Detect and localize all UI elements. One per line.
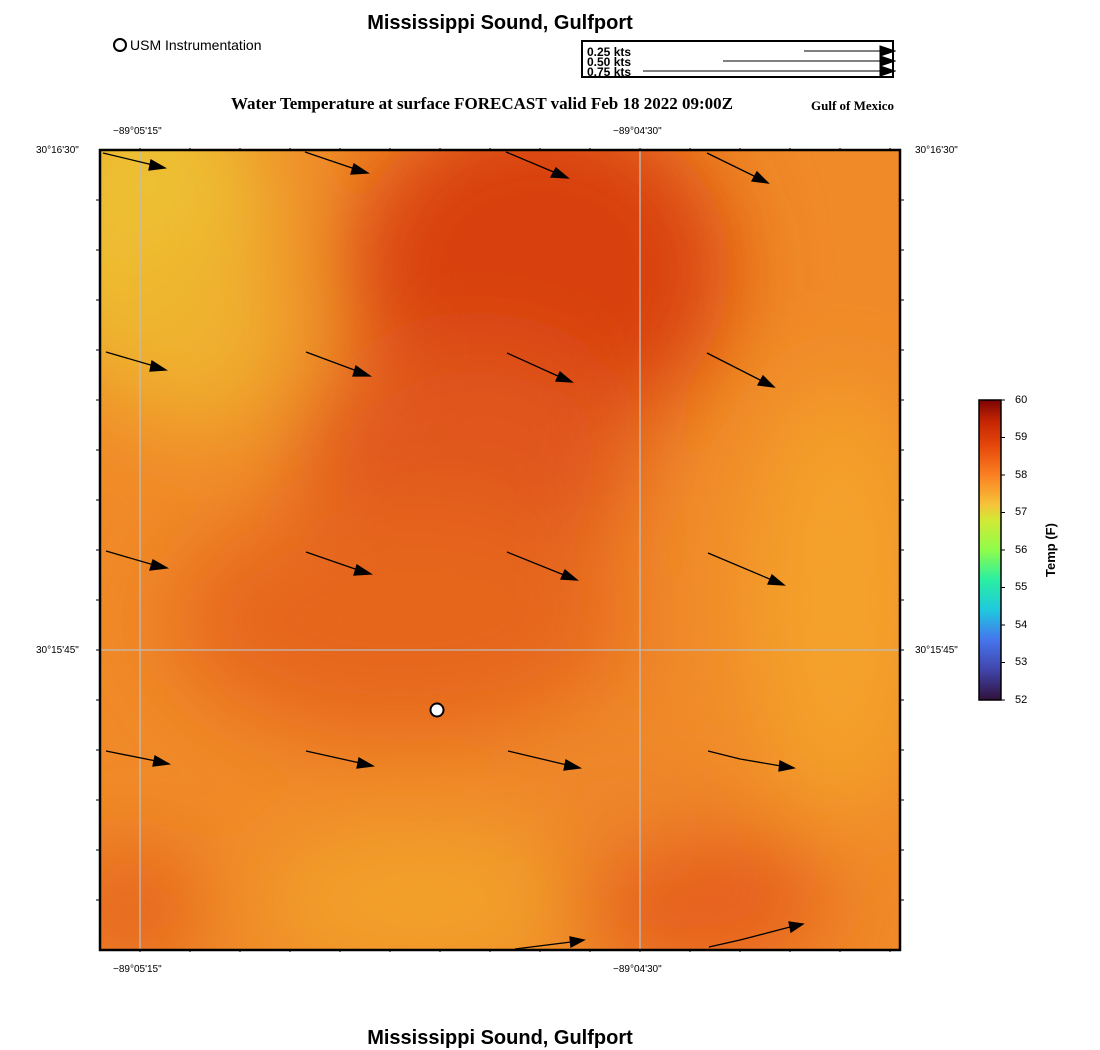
colorbar-gradient — [978, 399, 1002, 701]
arrowhead-icon — [549, 166, 570, 179]
colorbar-tick-label: 56 — [1015, 544, 1028, 556]
current-arrow-icon — [305, 551, 359, 571]
region-label: Gulf of Mexico — [811, 98, 895, 113]
colorbar-tick-label: 52 — [1015, 694, 1028, 706]
arrowhead-icon — [569, 936, 586, 949]
legend-arrowhead-icon — [879, 65, 896, 77]
temperature-field — [100, 150, 900, 950]
arrowhead-icon — [149, 359, 169, 372]
graticule — [100, 150, 900, 950]
lon-tick-label-bottom: −89°05'15" — [113, 964, 162, 975]
current-vectors — [102, 151, 805, 950]
lon-tick-label-top: −89°04'30" — [613, 126, 662, 137]
current-arrow-icon — [507, 750, 568, 766]
colorbar-tick-label: 60 — [1015, 394, 1028, 406]
current-arrow-icon — [708, 926, 791, 948]
colorbar — [978, 399, 1005, 701]
arrowhead-icon — [756, 374, 776, 388]
footer-title: Mississippi Sound, Gulfport — [367, 1027, 633, 1049]
station-legend: USM Instrumentation — [113, 37, 262, 53]
current-arrow-icon — [105, 750, 157, 762]
colorbar-tick-label: 53 — [1015, 656, 1028, 668]
vector-legend-label: 0.25 kts — [587, 45, 632, 59]
colorbar-tick-label: 55 — [1015, 581, 1028, 593]
arrowhead-icon — [555, 370, 574, 383]
current-arrow-icon — [514, 941, 572, 950]
station-marker-icon — [113, 38, 127, 52]
current-arrow-icon — [707, 750, 782, 767]
arrowhead-icon — [750, 170, 770, 184]
arrowhead-icon — [560, 568, 579, 581]
current-arrow-icon — [506, 551, 565, 576]
arrowhead-icon — [152, 754, 172, 767]
current-arrow-icon — [102, 152, 154, 166]
lon-tick-label-bottom: −89°04'30" — [613, 964, 662, 975]
lon-tick-label-top: −89°05'15" — [113, 126, 162, 137]
station-legend-label: USM Instrumentation — [130, 37, 262, 53]
arrowhead-icon — [352, 364, 373, 377]
vector-legend-label: 0.50 kts — [587, 55, 632, 69]
colorbar-tick-label: 59 — [1015, 431, 1028, 443]
frame-ticks — [96, 148, 904, 952]
colorbar-label: Temp (F) — [1043, 523, 1058, 577]
legend-arrowhead-icon — [879, 55, 896, 67]
current-arrow-icon — [305, 351, 358, 372]
arrowhead-icon — [148, 158, 168, 171]
lat-tick-label-right: 30°16'30" — [915, 145, 958, 156]
arrowhead-icon — [356, 756, 376, 769]
vector-legend-arrows — [643, 45, 896, 77]
usm-station-marker[interactable] — [429, 702, 445, 718]
temperature-map — [96, 148, 904, 952]
arrowhead-icon — [788, 921, 805, 934]
arrowhead-icon — [149, 559, 170, 571]
legend-arrowhead-icon — [879, 45, 896, 57]
vector-legend: 0.25 kts 0.50 kts 0.75 kts — [581, 40, 896, 79]
arrowhead-icon — [353, 563, 374, 576]
current-arrow-icon — [105, 550, 155, 566]
colorbar-tick-label: 57 — [1015, 506, 1028, 518]
vector-legend-label: 0.75 kts — [587, 65, 632, 79]
current-arrow-icon — [506, 352, 561, 378]
map-title: Mississippi Sound, Gulfport — [367, 12, 633, 34]
lat-tick-label-left: 30°16'30" — [36, 145, 79, 156]
current-arrow-icon — [707, 552, 773, 581]
map-subtitle: Water Temperature at surface FORECAST va… — [231, 94, 733, 113]
current-arrow-icon — [305, 750, 361, 764]
current-arrow-icon — [105, 351, 155, 367]
arrowhead-icon — [778, 759, 796, 772]
colorbar-tick-label: 54 — [1015, 619, 1028, 631]
lat-tick-label-right: 30°15'45" — [915, 645, 958, 656]
colorbar-ticks — [1001, 399, 1005, 701]
current-arrow-icon — [304, 151, 356, 170]
current-arrow-icon — [706, 152, 757, 178]
arrowhead-icon — [563, 758, 583, 771]
current-arrow-icon — [706, 352, 763, 382]
arrowhead-icon — [350, 162, 371, 175]
arrowhead-icon — [767, 573, 786, 586]
colorbar-tick-label: 58 — [1015, 469, 1028, 481]
current-arrow-icon — [505, 151, 557, 174]
lat-tick-label-left: 30°15'45" — [36, 645, 79, 656]
